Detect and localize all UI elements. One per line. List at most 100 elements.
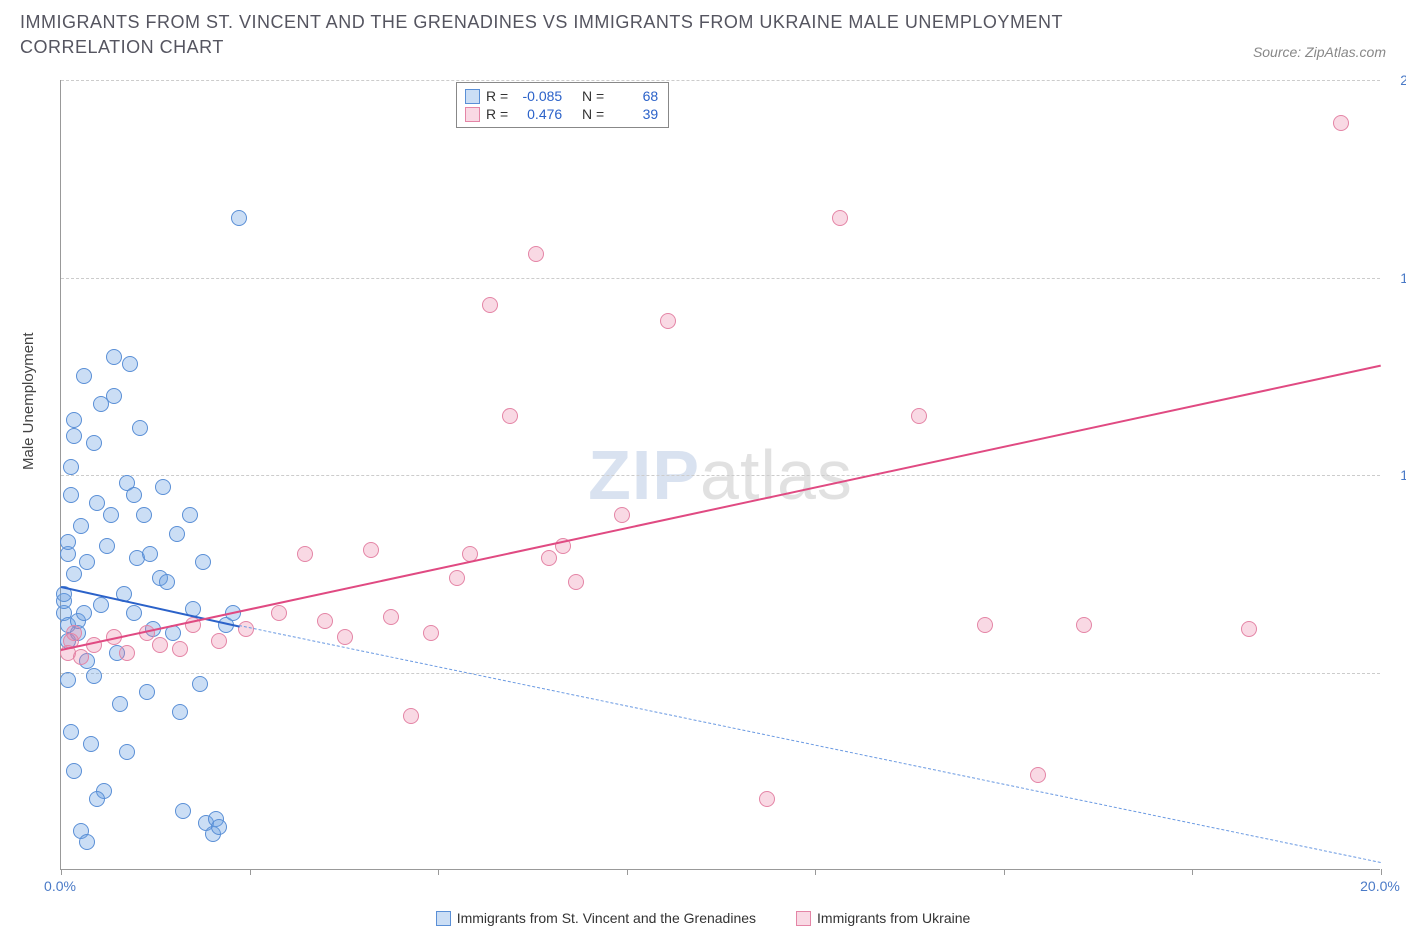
point-series-a — [192, 676, 208, 692]
r-value-b: 0.476 — [514, 105, 562, 123]
point-series-b — [759, 791, 775, 807]
point-series-a — [122, 356, 138, 372]
trendline-series-a-extrapolated — [239, 625, 1381, 863]
point-series-a — [76, 605, 92, 621]
swatch-series-a-icon — [465, 89, 480, 104]
point-series-a — [132, 420, 148, 436]
legend-item-a: Immigrants from St. Vincent and the Gren… — [436, 910, 756, 926]
point-series-b — [449, 570, 465, 586]
point-series-b — [832, 210, 848, 226]
x-tick — [815, 869, 816, 875]
x-tick — [61, 869, 62, 875]
point-series-a — [60, 534, 76, 550]
point-series-a — [106, 349, 122, 365]
correlation-row-a: R = -0.085 N = 68 — [465, 87, 658, 105]
legend-item-b: Immigrants from Ukraine — [796, 910, 970, 926]
point-series-b — [528, 246, 544, 262]
x-tick — [250, 869, 251, 875]
n-value-a: 68 — [610, 87, 658, 105]
x-tick — [627, 869, 628, 875]
plot-container: ZIPatlas R = -0.085 N = 68 R = 0.476 N =… — [60, 80, 1380, 870]
point-series-b — [238, 621, 254, 637]
point-series-a — [63, 459, 79, 475]
point-series-a — [60, 672, 76, 688]
point-series-b — [119, 645, 135, 661]
point-series-b — [337, 629, 353, 645]
point-series-a — [159, 574, 175, 590]
x-tick — [1381, 869, 1382, 875]
point-series-b — [977, 617, 993, 633]
n-label: N = — [582, 105, 604, 123]
point-series-a — [86, 435, 102, 451]
point-series-a — [89, 495, 105, 511]
correlation-legend: R = -0.085 N = 68 R = 0.476 N = 39 — [456, 82, 669, 128]
gridline — [61, 80, 1380, 81]
point-series-a — [142, 546, 158, 562]
point-series-a — [99, 538, 115, 554]
x-tick — [1192, 869, 1193, 875]
y-axis-label: Male Unemployment — [20, 332, 37, 470]
point-series-a — [195, 554, 211, 570]
x-tick — [438, 869, 439, 875]
point-series-a — [76, 368, 92, 384]
point-series-b — [211, 633, 227, 649]
point-series-a — [155, 479, 171, 495]
series-legend: Immigrants from St. Vincent and the Gren… — [0, 910, 1406, 926]
source-attribution: Source: ZipAtlas.com — [1253, 44, 1386, 60]
point-series-a — [79, 834, 95, 850]
point-series-b — [73, 649, 89, 665]
x-tick-label: 20.0% — [1360, 878, 1400, 894]
point-series-b — [152, 637, 168, 653]
correlation-row-b: R = 0.476 N = 39 — [465, 105, 658, 123]
point-series-b — [482, 297, 498, 313]
point-series-b — [911, 408, 927, 424]
point-series-a — [106, 388, 122, 404]
point-series-b — [271, 605, 287, 621]
gridline — [61, 673, 1380, 674]
point-series-b — [660, 313, 676, 329]
x-tick — [1004, 869, 1005, 875]
point-series-b — [1076, 617, 1092, 633]
point-series-a — [73, 518, 89, 534]
point-series-a — [136, 507, 152, 523]
swatch-series-b-icon — [796, 911, 811, 926]
point-series-b — [66, 625, 82, 641]
y-tick-label: 15.0% — [1385, 270, 1406, 286]
y-tick-label: 10.0% — [1385, 467, 1406, 483]
point-series-a — [66, 412, 82, 428]
point-series-a — [119, 744, 135, 760]
point-series-b — [1030, 767, 1046, 783]
point-series-a — [63, 487, 79, 503]
point-series-a — [66, 566, 82, 582]
point-series-b — [172, 641, 188, 657]
n-value-b: 39 — [610, 105, 658, 123]
r-value-a: -0.085 — [514, 87, 562, 105]
r-label: R = — [486, 87, 508, 105]
point-series-a — [126, 487, 142, 503]
gridline — [61, 475, 1380, 476]
point-series-b — [568, 574, 584, 590]
point-series-b — [403, 708, 419, 724]
point-series-b — [614, 507, 630, 523]
y-tick-label: 20.0% — [1385, 72, 1406, 88]
r-label: R = — [486, 105, 508, 123]
point-series-a — [112, 696, 128, 712]
point-series-a — [126, 605, 142, 621]
point-series-a — [139, 684, 155, 700]
chart-title: IMMIGRANTS FROM ST. VINCENT AND THE GREN… — [20, 10, 1120, 60]
point-series-a — [89, 791, 105, 807]
point-series-a — [211, 819, 227, 835]
point-series-b — [1333, 115, 1349, 131]
point-series-a — [83, 736, 99, 752]
point-series-a — [182, 507, 198, 523]
point-series-a — [169, 526, 185, 542]
point-series-a — [231, 210, 247, 226]
trendline-series-b — [61, 364, 1381, 650]
point-series-a — [175, 803, 191, 819]
swatch-series-b-icon — [465, 107, 480, 122]
n-label: N = — [582, 87, 604, 105]
legend-label-b: Immigrants from Ukraine — [817, 910, 970, 926]
gridline — [61, 278, 1380, 279]
y-tick-label: 5.0% — [1385, 665, 1406, 681]
point-series-a — [172, 704, 188, 720]
